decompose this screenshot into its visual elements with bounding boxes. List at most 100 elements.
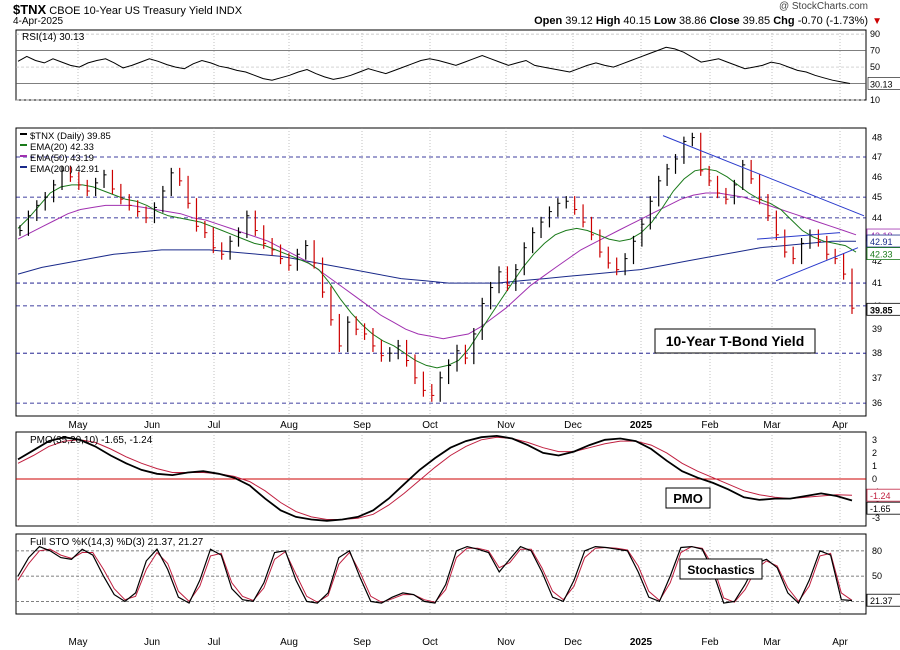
price-tick-label: 36 (872, 398, 882, 408)
chg-value: -0.70 (-1.73%) (797, 15, 868, 27)
legend-swatch (20, 133, 27, 135)
pmo-signal-value-label: -1.24 (870, 491, 891, 501)
rsi-tick-label: 10 (870, 95, 880, 105)
symbol: $TNX (13, 2, 47, 17)
open-value: 39.12 (565, 15, 593, 27)
low-value: 38.86 (679, 15, 707, 27)
legend-swatch (20, 144, 27, 146)
rsi-panel-frame (15, 29, 867, 101)
price-right-value-box (866, 302, 900, 316)
low-label: Low (653, 15, 676, 27)
chart-title: $TNX CBOE 10-Year US Treasury Yield INDX (13, 2, 242, 17)
pmo-tick-label: 0 (872, 474, 877, 484)
x-axis-label-bottom: Sep (353, 637, 371, 648)
rsi-tick-label: 90 (870, 29, 880, 39)
price-right-value-label: 42.33 (870, 250, 893, 260)
price-right-value-label: 39.85 (870, 305, 893, 315)
high-label: High (595, 15, 621, 27)
price-tick-label: 38 (872, 348, 882, 358)
ema200-line (17, 240, 856, 284)
channel-bottom-line (775, 247, 859, 282)
chart-date: 4-Apr-2025 (13, 16, 64, 27)
rsi-line (17, 46, 851, 84)
x-axis-label-bottom: Apr (832, 637, 848, 648)
copyright: @ StockCharts.com (778, 1, 868, 12)
x-axis-label-bottom: 2025 (630, 637, 653, 648)
pmo-title-box (665, 487, 711, 509)
sto-title-box (679, 558, 763, 580)
price-right-value-box (866, 247, 900, 260)
pmo-title: PMO (673, 491, 703, 506)
x-axis-label-top: Jun (144, 420, 160, 431)
rsi-last-value-box (867, 77, 900, 90)
x-axis-label-bottom: Jun (144, 637, 160, 648)
pmo-signal-line (17, 436, 853, 520)
security-name: CBOE 10-Year US Treasury Yield INDX (49, 5, 243, 17)
x-axis-label-top: Feb (701, 420, 719, 431)
sto-value-label: 21.37 (870, 596, 893, 606)
pmo-value-label: -1.65 (870, 504, 891, 514)
x-axis-label-bottom: Aug (280, 637, 298, 648)
price-legend-entry: EMA(20) 42.33 (30, 142, 94, 153)
price-right-value-box (866, 234, 900, 248)
stochastics-panel-frame (15, 533, 867, 615)
ema20-line (17, 168, 857, 369)
x-axis-label-bottom: Jul (208, 637, 221, 648)
price-tick-label: 41 (872, 278, 882, 288)
pmo-tick-label: -3 (872, 513, 880, 523)
pmo-tick-label: 1 (872, 461, 877, 471)
pmo-line (17, 434, 853, 522)
x-axis-label-top: Jul (208, 420, 221, 431)
price-legend-entry: EMA(50) 43.19 (30, 153, 94, 164)
price-tick-label: 39 (872, 324, 882, 334)
rsi-tick-label: 50 (870, 62, 880, 72)
price-right-value-label: 42.91 (870, 237, 893, 247)
down-arrow-icon: ▼ (872, 16, 882, 27)
sto-legend: Full STO %K(14,3) %D(3) 21.37, 21.27 (30, 537, 204, 548)
price-tick-label: 44 (872, 213, 882, 223)
price-tick-label: 48 (872, 133, 882, 143)
x-axis-label-top: Aug (280, 420, 298, 431)
x-axis-label-top: Oct (422, 420, 438, 431)
price-tick-label: 42 (872, 256, 882, 266)
x-axis-label-bottom: Nov (497, 637, 515, 648)
x-axis-label-bottom: Oct (422, 637, 438, 648)
sto-tick-label: 50 (872, 571, 882, 581)
legend-swatch (20, 155, 27, 157)
price-title-box (654, 328, 816, 354)
price-tick-label: 37 (872, 373, 882, 383)
x-axis-label-top: Dec (564, 420, 582, 431)
ohlc-readout: Open 39.12 High 40.15 Low 38.86 Close 39… (534, 15, 868, 27)
close-value: 39.85 (742, 15, 771, 27)
x-axis-label-bottom: Dec (564, 637, 582, 648)
legend-swatch (20, 166, 27, 168)
price-bars (19, 132, 855, 402)
open-label: Open (534, 15, 563, 27)
price-tick-label: 45 (872, 192, 882, 202)
x-axis-label-top: Mar (763, 420, 781, 431)
x-axis-label-top: May (69, 420, 88, 431)
high-value: 40.15 (623, 15, 651, 27)
pmo-legend: PMO(35,20,10) -1.65, -1.24 (30, 435, 153, 446)
price-tick-label: 47 (872, 152, 882, 162)
price-panel-frame (15, 127, 867, 417)
pmo-tick-label: 2 (872, 448, 877, 458)
price-legend-entry: EMA(200) 42.91 (30, 164, 99, 175)
pmo-tick-label: 3 (872, 435, 877, 445)
pmo-value-box (866, 501, 900, 515)
x-axis-label-top: 2025 (630, 420, 653, 431)
sto-value-box (866, 593, 900, 607)
x-axis-label-top: Nov (497, 420, 515, 431)
price-legend-entry: $TNX (Daily) 39.85 (30, 131, 111, 142)
chg-label: Chg (773, 15, 795, 27)
x-axis-label-bottom: Mar (763, 637, 781, 648)
rsi-last-value-label: 30.13 (870, 79, 893, 89)
channel-top-line (756, 232, 841, 240)
ema50-line (17, 192, 857, 340)
rsi-legend: RSI(14) 30.13 (22, 32, 85, 43)
rsi-tick-label: 70 (870, 46, 880, 56)
pmo-signal-value-box (866, 488, 900, 502)
sto-tick-label: 80 (872, 546, 882, 556)
price-title: 10-Year T-Bond Yield (666, 333, 805, 349)
